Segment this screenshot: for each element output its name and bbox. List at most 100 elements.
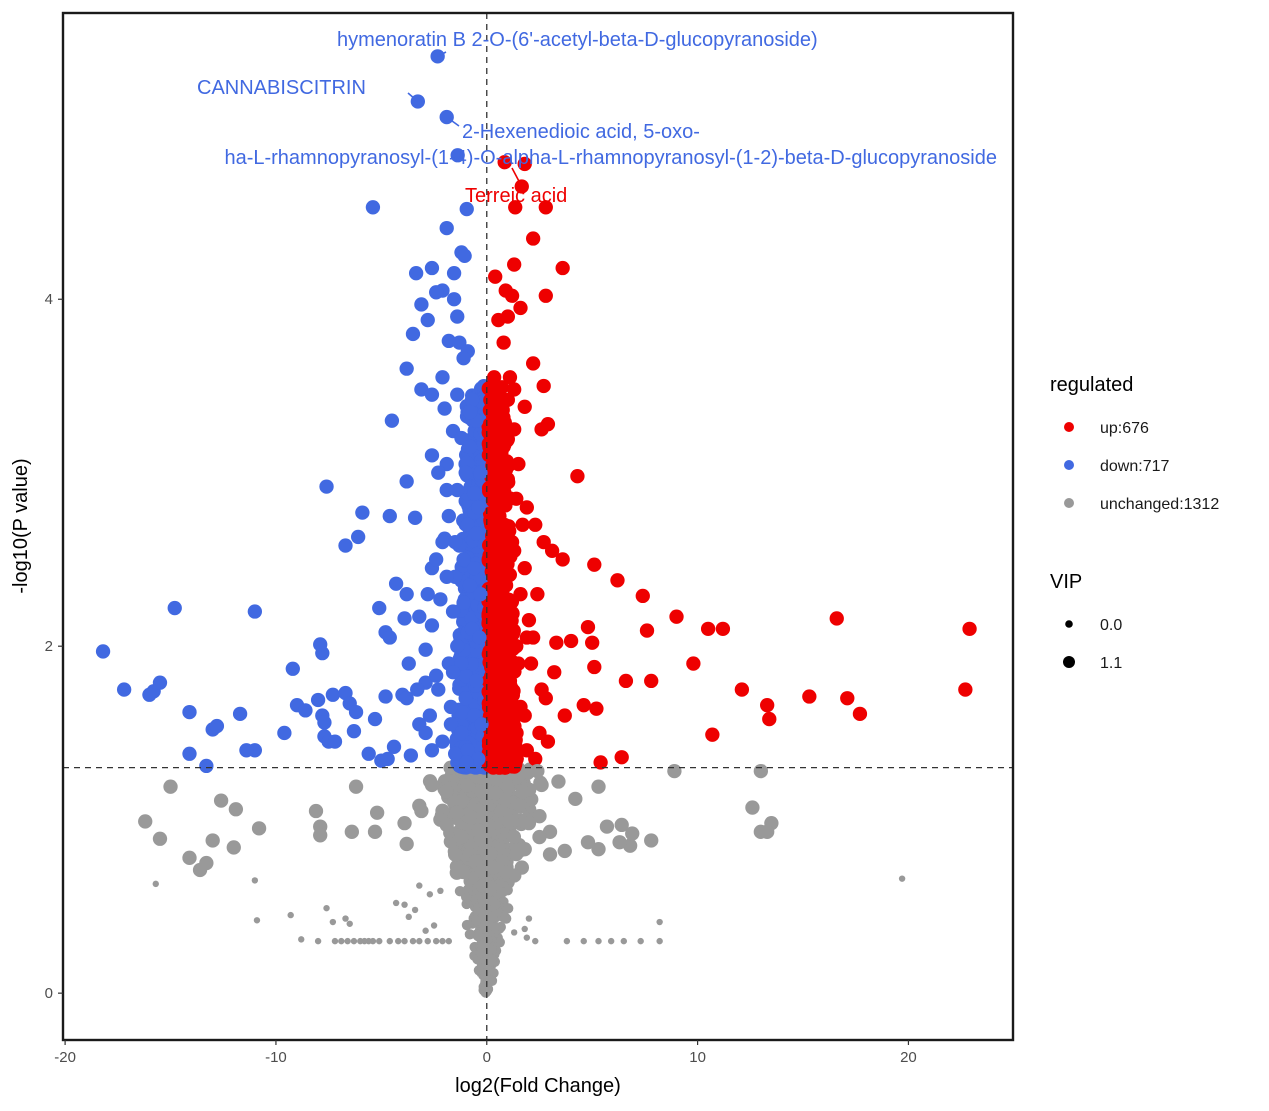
point-unchanged [488,785,503,801]
point-unchanged [192,862,208,878]
point-unchanged [401,901,408,908]
point-up [519,500,534,515]
point-unchanged [449,805,464,820]
point-unchanged [409,937,417,945]
point-unchanged [483,880,498,895]
point-unchanged [532,809,547,824]
point-unchanged [468,854,483,869]
point-down [277,725,292,741]
point-up [507,543,522,558]
point-up [576,698,591,713]
point-unchanged [510,929,518,936]
x-axis: -20 -10 0 10 20 [54,1040,917,1066]
point-down [439,569,454,584]
point-unchanged [287,911,294,919]
point-unchanged [477,894,488,905]
point-up [484,394,499,409]
point-up [530,586,545,602]
point-up [610,573,625,588]
point-up [639,623,655,638]
point-up [490,413,505,428]
point-unchanged [226,840,241,855]
point-unchanged [424,937,431,945]
point-up [762,711,777,727]
point-up [700,621,716,637]
point-unchanged [551,774,566,789]
point-down [298,703,313,718]
point-up [547,665,562,680]
point-unchanged [447,847,463,862]
point-unchanged [439,817,454,833]
legend-swatch-unchanged [1064,498,1074,508]
point-down [447,746,463,761]
point-down [361,746,376,761]
point-down [407,510,423,525]
point-up [495,699,510,715]
point-down [439,220,454,236]
point-down [422,708,438,723]
point-down [431,465,446,480]
point-up [962,621,977,637]
legend-label-up: up:676 [1100,420,1149,437]
point-unchanged [625,826,640,841]
point-up [492,508,507,524]
point-up [490,656,505,671]
point-up [538,288,553,303]
y-axis: 0 2 4 [45,291,63,1002]
point-down [310,692,326,708]
point-unchanged [517,842,532,857]
point-down [152,675,168,690]
point-down [469,526,484,541]
point-down [454,725,469,741]
point-up [488,746,503,761]
point-down [338,538,353,553]
point-unchanged [251,877,259,884]
point-down [327,734,343,749]
annotations: hymenoratin B 2-O-(6'-acetyl-beta-D-gluc… [197,29,997,207]
point-unchanged [471,823,486,838]
point-up [498,578,513,593]
point-up [544,543,560,558]
point-down [418,642,433,657]
point-unchanged [591,842,606,857]
point-down [469,673,484,689]
point-down [439,482,454,498]
point-unchanged [637,937,644,945]
point-unchanged [314,937,322,945]
point-up [485,691,501,706]
point-up [486,370,502,385]
point-unchanged [494,937,505,948]
point-up [509,639,524,654]
point-unchanged [488,967,499,979]
point-down [460,743,475,758]
point-up [589,701,604,716]
point-up [525,356,541,371]
point-unchanged [205,833,220,848]
point-up [802,689,817,704]
point-down [408,266,424,281]
threshold-lines [63,13,1013,1040]
point-up [525,231,541,246]
point-down [378,689,393,704]
point-down [429,285,444,300]
point-unchanged [369,937,377,945]
point-up [502,370,518,385]
point-down [458,465,473,480]
point-up [511,656,526,671]
point-up [509,491,524,506]
point-down [447,534,463,550]
point-unchanged [620,937,628,945]
point-unchanged [313,828,328,843]
point-unchanged [416,937,423,945]
x-tick-label: 10 [689,1049,706,1066]
point-down [456,351,471,366]
point-unchanged [503,903,514,914]
point-unchanged [386,937,393,945]
annotation-label: ha-L-rhamnopyranosyl-(1-4)-O-alpha-L-rha… [224,147,997,169]
point-unchanged [399,836,414,852]
point-unchanged [138,814,153,829]
annotation-leader-line [437,51,447,58]
point-up [517,399,532,414]
point-down [435,534,450,550]
point-down [420,312,435,328]
